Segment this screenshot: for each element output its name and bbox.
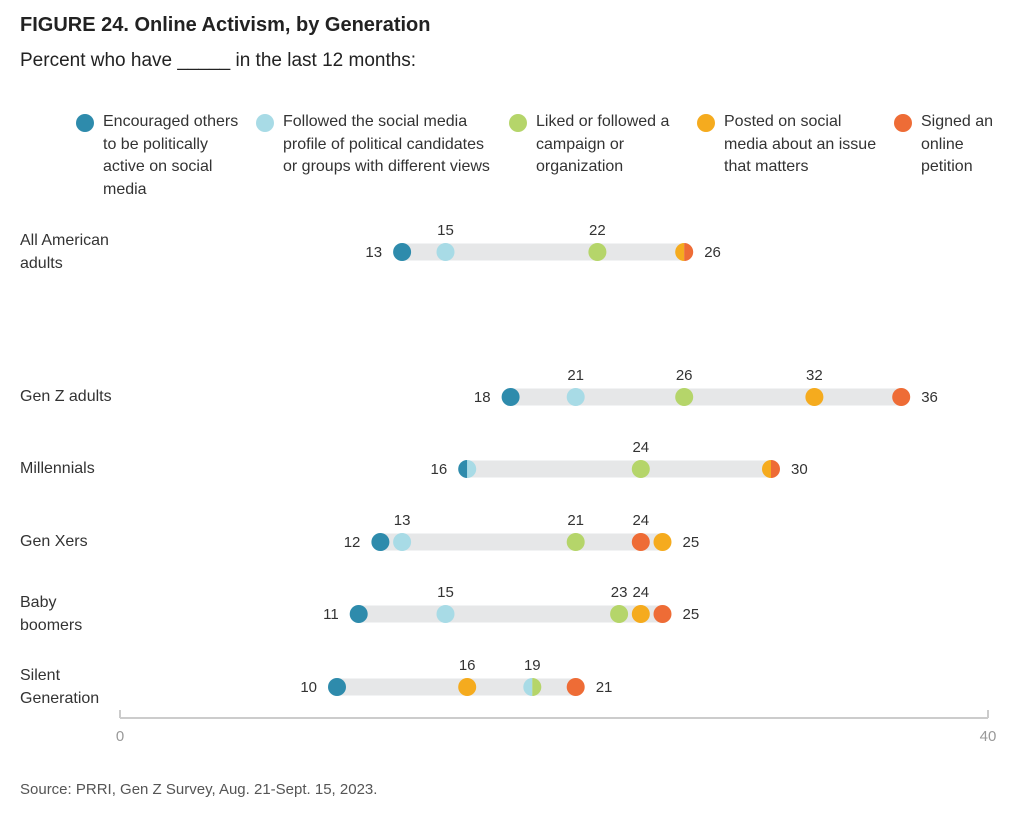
dot (566, 678, 585, 696)
data-label: 11 (323, 606, 339, 623)
legend-label: Signed an online petition (921, 113, 994, 175)
data-label: 15 (437, 222, 454, 239)
data-label: 13 (365, 244, 382, 261)
category-label: Silent Generation (20, 667, 100, 707)
data-label: 22 (589, 222, 606, 239)
dot (532, 678, 542, 696)
dot (467, 460, 477, 478)
source: Source: PRRI, Gen Z Survey, Aug. 21-Sept… (20, 781, 378, 798)
dot (653, 533, 672, 551)
dot (805, 388, 824, 406)
dot (610, 605, 629, 623)
category-label: Baby boomers (20, 594, 83, 634)
data-label: 23 (611, 584, 628, 601)
data-label: 12 (344, 534, 361, 551)
data-label: 15 (437, 584, 454, 601)
data-label: 16 (431, 461, 448, 478)
dot (631, 533, 650, 551)
data-label: 21 (596, 679, 613, 696)
data-label: 24 (632, 512, 649, 529)
dot (566, 388, 585, 406)
data-label: 21 (567, 367, 584, 384)
dot (771, 460, 780, 478)
legend-marker (256, 114, 274, 132)
x-tick-label: 40 (980, 728, 997, 745)
data-label: 10 (300, 679, 317, 696)
data-label: 24 (632, 584, 649, 601)
dot (328, 678, 346, 696)
dot (684, 243, 694, 261)
legend-marker (697, 114, 715, 132)
dot (566, 533, 585, 551)
data-label: 32 (806, 367, 823, 384)
dot (436, 243, 455, 261)
dot (393, 533, 412, 551)
dot (349, 605, 368, 623)
dot (371, 533, 390, 551)
dot (458, 678, 477, 696)
data-label: 25 (683, 606, 700, 623)
legend-marker (509, 114, 527, 132)
category-label: All American adults (20, 232, 109, 272)
dot (523, 678, 533, 696)
data-label: 19 (524, 657, 541, 674)
dot (675, 243, 685, 261)
legend-label: Posted on social media about an issue th… (724, 113, 877, 175)
data-label: 18 (474, 389, 491, 406)
chart-title: FIGURE 24. Online Activism, by Generatio… (20, 14, 431, 36)
dot (588, 243, 607, 261)
chart-subtitle: Percent who have _____ in the last 12 mo… (20, 50, 417, 71)
legend-label: Followed the social media profile of pol… (283, 113, 490, 175)
data-label: 21 (567, 512, 584, 529)
data-label: 13 (394, 512, 411, 529)
dot (501, 388, 520, 406)
dot (436, 605, 455, 623)
legend-marker (894, 114, 912, 132)
dot (762, 460, 771, 478)
data-label: 36 (921, 389, 938, 406)
category-label: Gen Z adults (20, 388, 112, 406)
dot (892, 388, 911, 406)
legend-label: Liked or followed a campaign or organiza… (536, 113, 670, 175)
legend-marker (76, 114, 94, 132)
dot (393, 243, 412, 261)
x-tick-label: 0 (116, 728, 124, 745)
dot (631, 460, 650, 478)
dot (653, 605, 672, 623)
data-label: 25 (683, 534, 700, 551)
data-label: 24 (632, 439, 649, 456)
dot (675, 388, 694, 406)
data-label: 26 (676, 367, 693, 384)
legend-label: Encouraged others to be politically acti… (103, 113, 239, 198)
category-label: Gen Xers (20, 533, 88, 551)
data-label: 26 (704, 244, 721, 261)
dot (631, 605, 650, 623)
data-label: 16 (459, 657, 476, 674)
category-label: Millennials (20, 460, 95, 478)
dot (458, 460, 468, 478)
data-label: 30 (791, 461, 808, 478)
